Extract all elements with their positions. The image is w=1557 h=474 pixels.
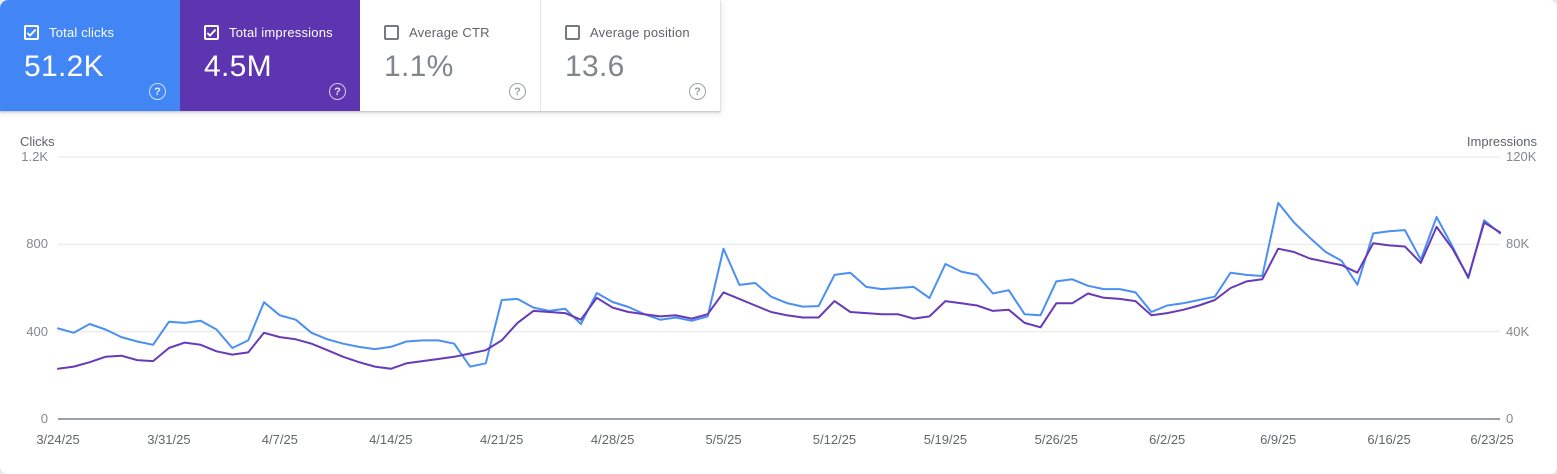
- y-axis-tick-label: 1.2K: [21, 149, 48, 164]
- card-total-clicks-header: Total clicks: [24, 25, 180, 40]
- average-position-checkbox[interactable]: [565, 25, 580, 40]
- date-axis-label: 5/26/25: [1034, 432, 1078, 447]
- y-axis-tick-label: 400: [26, 323, 48, 339]
- date-axis-label: 5/5/25: [705, 432, 742, 447]
- metric-cards-row: Total clicks 51.2K ? Total impressions 4…: [0, 0, 720, 111]
- card-label: Total impressions: [229, 25, 333, 40]
- card-total-impressions-header: Total impressions: [204, 25, 360, 40]
- card-label: Average CTR: [409, 25, 490, 40]
- y-axis-tick-label: 120K: [1506, 149, 1537, 164]
- date-axis-label: 4/21/25: [480, 432, 524, 447]
- y-axis-tick-label: 0: [1506, 411, 1514, 426]
- date-axis-label: 3/31/25: [147, 432, 191, 447]
- card-total-impressions[interactable]: Total impressions 4.5M ?: [180, 0, 360, 111]
- total-impressions-value: 4.5M: [204, 50, 272, 83]
- average-ctr-checkbox[interactable]: [384, 25, 399, 40]
- y-axis-tick-label: 800: [26, 236, 48, 252]
- date-axis-label: 6/23/25: [1470, 432, 1514, 447]
- card-label: Total clicks: [49, 25, 115, 40]
- help-icon[interactable]: ?: [689, 83, 706, 100]
- card-average-position-header: Average position: [565, 25, 720, 40]
- average-ctr-value: 1.1%: [384, 50, 454, 83]
- card-average-ctr[interactable]: Average CTR 1.1% ?: [360, 0, 540, 111]
- y-axis-tick-label: 0: [40, 411, 48, 426]
- card-average-ctr-header: Average CTR: [384, 25, 540, 40]
- checkmark-icon: [26, 28, 37, 37]
- card-total-clicks[interactable]: Total clicks 51.2K ?: [0, 0, 180, 111]
- date-axis-label: 3/24/25: [36, 432, 80, 447]
- date-axis-label: 6/16/25: [1367, 432, 1411, 447]
- card-average-position[interactable]: Average position 13.6 ?: [540, 0, 720, 111]
- date-axis-label: 4/14/25: [369, 432, 413, 447]
- date-axis-label: 6/9/25: [1260, 432, 1297, 447]
- help-icon[interactable]: ?: [509, 83, 526, 100]
- impressions-axis-title: Impressions: [1466, 134, 1537, 149]
- total-impressions-checkbox[interactable]: [204, 25, 219, 40]
- y-axis-tick-label: 80K: [1506, 236, 1530, 252]
- help-icon[interactable]: ?: [149, 83, 166, 100]
- date-axis-label: 5/19/25: [923, 432, 968, 447]
- help-icon[interactable]: ?: [329, 83, 346, 100]
- total-clicks-value: 51.2K: [24, 50, 104, 83]
- y-axis-tick-label: 40K: [1506, 323, 1530, 339]
- card-label: Average position: [590, 25, 690, 40]
- date-axis-label: 6/2/25: [1149, 432, 1186, 447]
- date-axis-label: 4/7/25: [261, 432, 298, 447]
- date-axis-label: 5/12/25: [812, 432, 857, 447]
- checkmark-icon: [206, 28, 217, 37]
- average-position-value: 13.6: [565, 50, 625, 83]
- date-axis-label: 4/28/25: [590, 432, 635, 447]
- total-clicks-checkbox[interactable]: [24, 25, 39, 40]
- clicks-axis-title: Clicks: [20, 134, 55, 149]
